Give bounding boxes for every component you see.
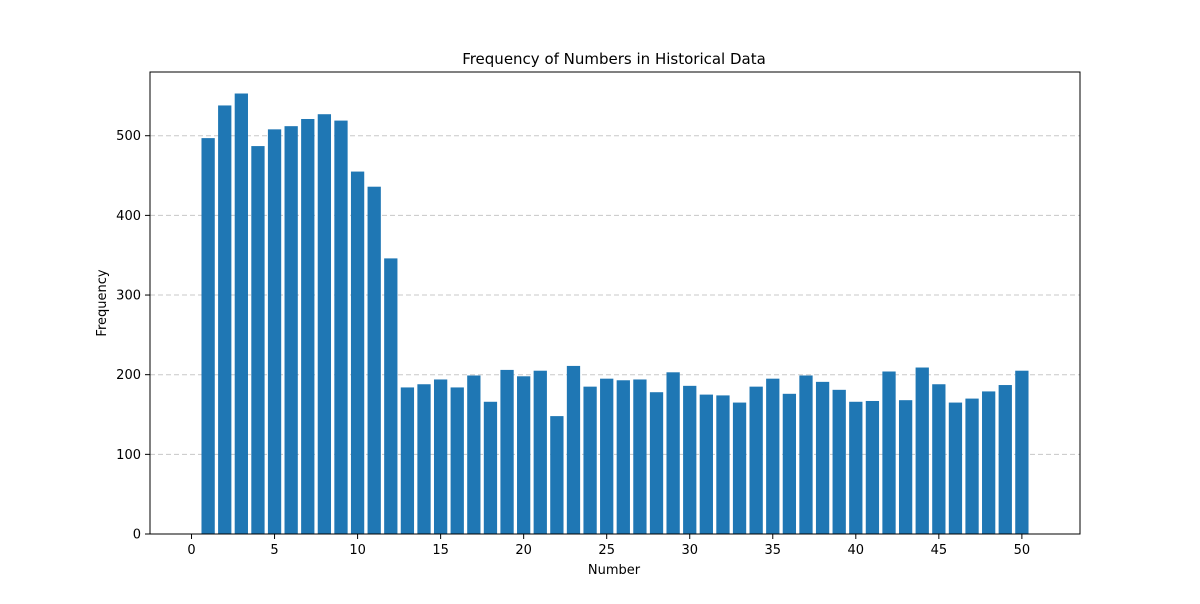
- x-tick-label: 40: [848, 543, 865, 558]
- bar: [832, 389, 846, 534]
- bar: [699, 394, 713, 534]
- x-tick-label: 35: [764, 543, 781, 558]
- bar: [533, 370, 547, 534]
- bar: [301, 118, 315, 534]
- bar: [683, 385, 697, 534]
- bar: [218, 105, 232, 534]
- bar: [600, 378, 614, 534]
- bar: [550, 416, 564, 534]
- bar: [284, 126, 298, 534]
- bar: [566, 365, 581, 534]
- bar: [898, 400, 913, 534]
- bar: [915, 367, 929, 534]
- bar: [849, 401, 863, 534]
- x-tick-label: 25: [598, 543, 615, 558]
- bar: [948, 402, 963, 534]
- bar: [799, 375, 813, 534]
- x-ticks: 0 5 10 15 20 25 30 35 40 45 50: [187, 534, 1030, 558]
- bar: [782, 393, 797, 534]
- y-tick-label: 0: [133, 528, 141, 543]
- bar: [234, 93, 248, 534]
- bar: [384, 258, 398, 534]
- bar: [1015, 370, 1029, 534]
- bar: [766, 378, 780, 534]
- x-tick-label: 10: [349, 543, 366, 558]
- x-tick-label: 50: [1014, 543, 1031, 558]
- bar: [716, 395, 730, 534]
- bar: [317, 114, 332, 535]
- bar: [616, 380, 630, 534]
- y-tick-label: 400: [116, 209, 141, 224]
- x-tick-label: 30: [681, 543, 698, 558]
- x-tick-label: 5: [270, 543, 278, 558]
- bar: [500, 369, 514, 534]
- bar: [932, 384, 946, 534]
- x-tick-label: 45: [931, 543, 948, 558]
- bar: [450, 387, 464, 534]
- bar: [400, 387, 415, 534]
- bar: [367, 186, 381, 535]
- bar: [483, 401, 498, 534]
- y-axis-label: Frequency: [95, 269, 110, 336]
- bar: [417, 384, 431, 534]
- bar: [649, 392, 664, 534]
- bar: [749, 386, 763, 534]
- bar: [350, 171, 365, 534]
- bar: [998, 385, 1012, 534]
- bar: [517, 376, 531, 534]
- bars-layer: [201, 93, 1029, 535]
- bar: [267, 129, 282, 534]
- y-tick-label: 100: [116, 448, 141, 463]
- chart-title: Frequency of Numbers in Historical Data: [462, 50, 766, 68]
- bar: [251, 146, 265, 534]
- bar: [666, 372, 680, 534]
- bar: [982, 391, 996, 534]
- x-tick-label: 15: [432, 543, 449, 558]
- bar: [965, 398, 979, 534]
- y-tick-label: 300: [116, 289, 141, 304]
- y-tick-label: 200: [116, 368, 141, 383]
- bar: [882, 371, 896, 534]
- bar: [815, 381, 830, 534]
- bar: [732, 402, 747, 534]
- bar: [583, 386, 597, 534]
- y-ticks: 0 100 200 300 400 500: [116, 129, 150, 543]
- x-tick-label: 0: [187, 543, 195, 558]
- y-tick-label: 500: [116, 129, 141, 144]
- bar: [433, 379, 448, 534]
- plot-frame: [149, 71, 1081, 535]
- x-tick-label: 20: [515, 543, 532, 558]
- bar: [865, 400, 880, 534]
- bar: [201, 138, 215, 534]
- bar: [633, 379, 647, 534]
- x-axis-label: Number: [588, 563, 641, 578]
- bar: [467, 375, 481, 534]
- bar: [334, 120, 348, 534]
